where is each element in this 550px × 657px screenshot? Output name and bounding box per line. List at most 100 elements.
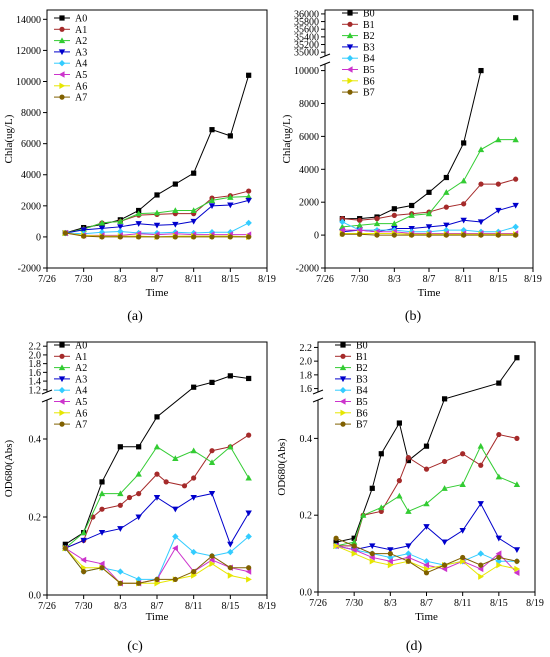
data-point-A3: [245, 510, 252, 517]
data-point-A3: [80, 227, 87, 234]
data-point-B0: [426, 189, 432, 195]
data-point-B1: [514, 435, 520, 441]
data-point-B6: [333, 542, 340, 550]
y-tick-label: 2.2: [29, 342, 42, 353]
data-point-A1: [246, 432, 252, 438]
legend-label: A3: [75, 374, 87, 385]
data-point-B2: [356, 222, 363, 228]
data-point-B6: [478, 573, 484, 580]
legend-marker-B7: [347, 89, 353, 95]
data-point-B1: [495, 181, 501, 187]
data-point-A7: [209, 553, 215, 559]
legend-marker-B0: [347, 10, 353, 16]
data-point-B4: [477, 550, 484, 557]
data-point-B1: [391, 212, 397, 218]
data-point-B3: [423, 524, 430, 530]
legend-marker-A1: [59, 353, 65, 359]
data-point-A0: [227, 133, 233, 139]
data-point-B4: [339, 218, 346, 226]
legend-marker-A5: [58, 71, 65, 78]
panel-letter: (d): [406, 639, 423, 654]
x-tick-label: 8/11: [455, 274, 472, 285]
legend-label: B2: [363, 31, 375, 42]
legend-label: A2: [75, 363, 87, 374]
data-point-B2: [396, 492, 403, 499]
legend-marker-B2: [346, 32, 354, 39]
data-point-A0: [191, 384, 197, 390]
legend-label: B0: [356, 341, 368, 352]
y-axis-label: OD680(Abs): [276, 438, 288, 496]
data-point-B3: [460, 217, 467, 224]
data-point-B3: [369, 543, 376, 550]
data-point-B2: [391, 220, 398, 227]
data-point-B5: [513, 569, 520, 576]
y-tick-label: 1.6: [29, 368, 42, 379]
data-point-B4: [512, 223, 519, 231]
series-line-A4: [64, 535, 249, 580]
data-point-B0: [369, 485, 375, 491]
legend-label: B1: [356, 352, 368, 363]
y-tick-label: 2000: [21, 201, 41, 212]
data-point-A3: [135, 221, 142, 227]
data-point-B5: [423, 561, 430, 569]
data-point-B2: [477, 442, 484, 449]
data-point-B7: [369, 551, 375, 557]
data-point-B0: [423, 443, 430, 449]
data-point-B2: [459, 481, 466, 488]
x-tick-label: 8/19: [526, 598, 544, 609]
series-line-A0: [65, 75, 250, 234]
x-tick-label: 7/30: [75, 274, 93, 285]
data-point-A0: [136, 444, 142, 450]
legend-marker-B1: [347, 21, 353, 27]
data-point-A0: [99, 479, 105, 485]
data-point-B1: [396, 478, 402, 484]
data-point-A5: [80, 556, 87, 564]
data-point-B1: [357, 217, 363, 223]
data-point-B3: [513, 547, 521, 553]
data-point-B0: [513, 15, 519, 21]
series-line-A3: [65, 493, 250, 549]
data-point-A0: [154, 192, 160, 198]
data-point-A0: [246, 375, 252, 382]
data-point-A2: [98, 490, 106, 497]
data-point-A6: [227, 572, 234, 579]
y-tick-label: 6000: [21, 139, 41, 150]
data-point-B2: [423, 500, 430, 507]
x-tick-label: 7/26: [38, 601, 56, 612]
x-tick-label: 7/26: [38, 274, 56, 285]
data-point-B1: [443, 204, 449, 210]
legend-label: B6: [356, 408, 368, 419]
data-point-B7: [495, 232, 501, 238]
axis-break-gap: [315, 392, 322, 400]
data-point-A2: [245, 193, 252, 200]
data-point-A3: [227, 541, 234, 548]
x-tick-label: 8/3: [114, 601, 127, 612]
data-point-B7: [387, 551, 393, 557]
legend-marker-A2: [58, 37, 66, 44]
x-axis-label: Time: [146, 287, 169, 299]
legend-label: A0: [75, 14, 87, 25]
data-point-A0: [62, 541, 68, 547]
legend-label: B4: [363, 54, 375, 65]
x-axis-label: Time: [146, 611, 169, 623]
data-point-A3: [190, 218, 197, 225]
legend-marker-B0: [340, 342, 346, 348]
y-tick-label: 0.4: [29, 435, 42, 446]
data-point-B1: [478, 181, 484, 187]
y-tick-label: -2000: [18, 264, 41, 275]
data-point-B7: [426, 232, 432, 238]
legend-label: B0: [363, 9, 375, 20]
data-point-B5: [339, 226, 345, 234]
y-tick-label: 2.0: [300, 357, 313, 368]
legend-label: A5: [75, 397, 87, 408]
y-tick-label: -2000: [296, 264, 319, 275]
legend-label: A7: [75, 420, 87, 431]
data-point-B0: [478, 67, 484, 74]
data-point-A7: [99, 565, 105, 571]
data-point-B7: [478, 562, 484, 568]
x-axis-label: Time: [415, 611, 438, 623]
data-point-A2: [153, 443, 161, 450]
legend-label: B5: [363, 65, 375, 76]
